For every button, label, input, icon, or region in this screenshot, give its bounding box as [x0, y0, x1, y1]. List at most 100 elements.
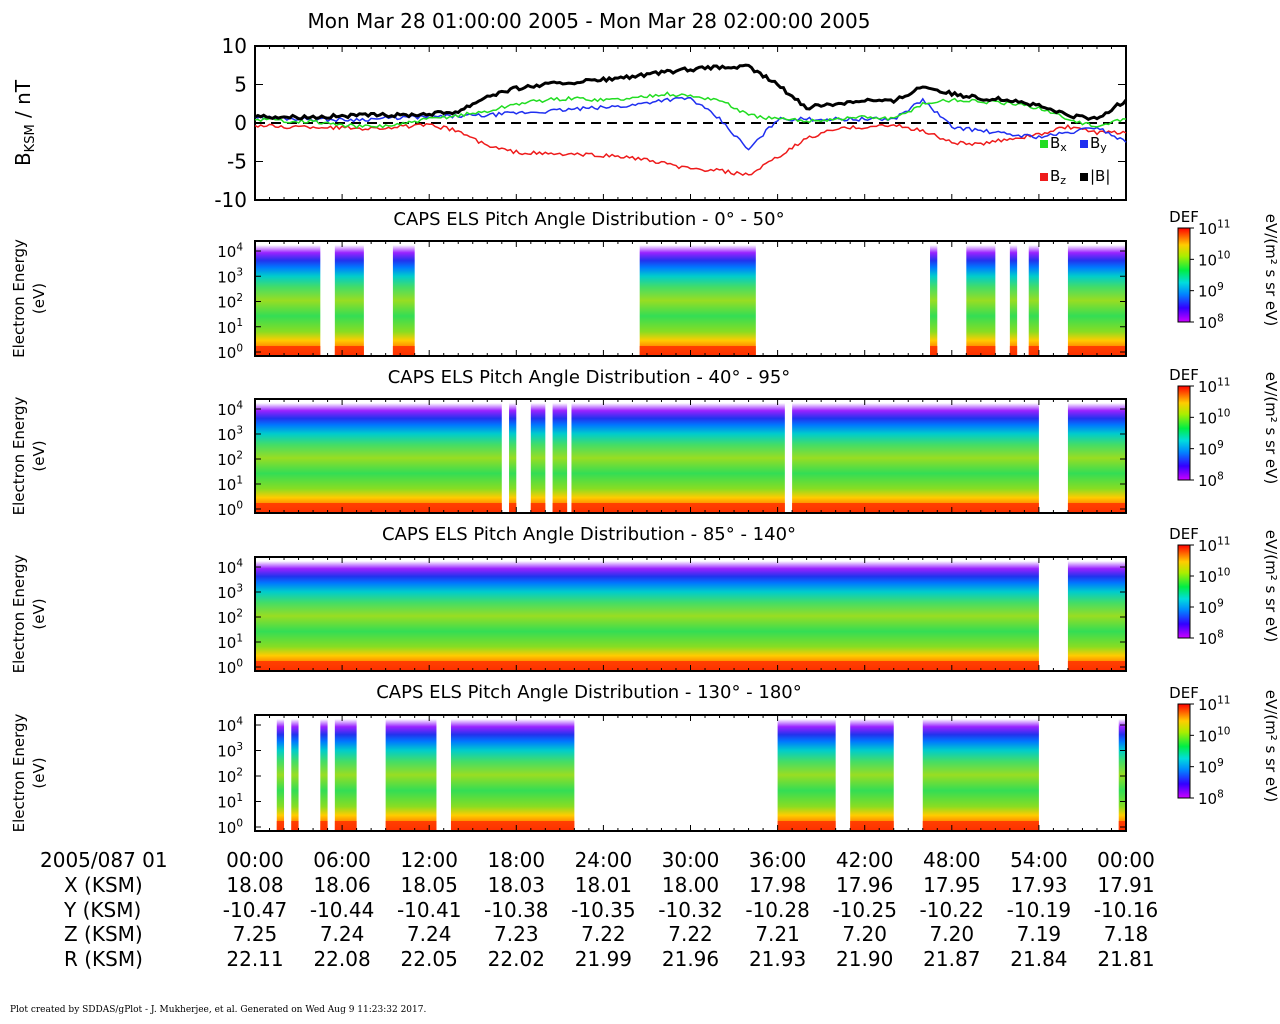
data-coverage-block — [530, 403, 546, 513]
low-energy-band — [571, 503, 785, 513]
spectrogram-x-ticks — [254, 557, 1127, 671]
time-tick-label: 30:00 — [661, 848, 720, 872]
data-coverage-block — [509, 403, 517, 513]
legend-swatch-bmag — [1080, 173, 1088, 181]
ephemeris-value: 22.11 — [226, 946, 284, 971]
legend-label-bmag: |B| — [1090, 167, 1110, 185]
ephemeris-value: 7.20 — [842, 922, 887, 946]
data-coverage-block — [552, 403, 568, 513]
colorbar-tick-label: 108 — [1198, 312, 1224, 332]
colorbar-label: DEF — [1169, 684, 1199, 702]
low-energy-band — [1067, 346, 1126, 356]
colorbar-tick-label: 1011 — [1198, 376, 1230, 396]
low-energy-band — [385, 821, 437, 831]
low-energy-band — [255, 503, 502, 513]
ephemeris-row-label: Z (KSM) — [64, 922, 143, 946]
series-line-bmag — [254, 63, 1128, 121]
low-energy-band — [291, 821, 299, 831]
energy-tick-label: 101 — [217, 317, 243, 337]
energy-tick-label: 103 — [217, 741, 243, 761]
spectrogram-x-ticks — [254, 241, 1127, 356]
legend-swatch-bx — [1040, 140, 1048, 148]
ephemeris-value: 21.90 — [836, 946, 894, 971]
low-energy-band — [320, 821, 328, 831]
colorbar — [1177, 544, 1191, 639]
time-axis-header: 2005/087 01 — [40, 848, 168, 872]
colorbar-label: DEF — [1169, 208, 1199, 226]
energy-axis-unit: (eV) — [30, 440, 48, 471]
energy-tick-label: 102 — [217, 449, 243, 469]
energy-axis-unit: (eV) — [30, 598, 48, 629]
data-coverage-block — [1067, 561, 1126, 671]
data-coverage-block — [922, 719, 1039, 831]
ephemeris-value: 7.24 — [406, 922, 452, 946]
spectrogram-panel-4: CAPS ELS Pitch Angle Distribution - 130°… — [10, 682, 1280, 832]
spectrogram-panel-3: CAPS ELS Pitch Angle Distribution - 85° … — [10, 524, 1280, 673]
ephemeris-value: 7.25 — [232, 922, 278, 946]
ephemeris-value: 17.91 — [1097, 873, 1155, 897]
mag-y-label: BKSM / nT — [11, 79, 38, 166]
time-tick-label: 42:00 — [835, 848, 894, 872]
low-energy-band — [1028, 346, 1039, 356]
time-tick-label: 54:00 — [1010, 848, 1068, 872]
energy-tick-label: 104 — [217, 557, 243, 577]
low-energy-band — [334, 821, 357, 831]
low-energy-band — [850, 821, 894, 831]
data-coverage-block — [255, 403, 502, 513]
colorbar-tick-label: 109 — [1198, 757, 1224, 777]
legend-label-bx: Bx — [1050, 134, 1067, 154]
colorbar — [1177, 227, 1191, 323]
spectrogram-title: CAPS ELS Pitch Angle Distribution - 130°… — [376, 682, 802, 703]
low-energy-band — [450, 821, 575, 831]
data-coverage-block — [1118, 719, 1126, 831]
ephemeris-value: 18.03 — [487, 873, 545, 897]
energy-tick-label: 100 — [217, 657, 243, 677]
low-energy-band — [1067, 503, 1126, 513]
ephemeris-value: 21.96 — [661, 946, 720, 971]
energy-tick-label: 100 — [217, 817, 243, 837]
colorbar-tick-label: 109 — [1198, 439, 1224, 459]
mag-y-tick-label: 5 — [234, 73, 247, 97]
ephemeris-value: 21.93 — [748, 946, 807, 971]
low-energy-band — [966, 346, 996, 356]
ephemeris-value: 21.84 — [1010, 946, 1068, 971]
energy-tick-label: 102 — [217, 766, 243, 786]
data-coverage-block — [392, 245, 415, 356]
ephemeris-value: 18.08 — [226, 873, 284, 897]
spectrogram-panel-1: CAPS ELS Pitch Angle Distribution - 0° -… — [10, 208, 1280, 358]
data-coverage-block — [850, 719, 894, 831]
time-tick-label: 36:00 — [748, 848, 807, 872]
colorbar-units: eV/(m² s sr eV) — [1262, 372, 1280, 484]
spectrogram-title: CAPS ELS Pitch Angle Distribution - 40° … — [388, 367, 791, 388]
colorbar-tick-label: 1011 — [1198, 218, 1230, 238]
time-tick-label: 00:00 — [226, 848, 284, 872]
ephemeris-value: -10.19 — [1006, 897, 1072, 922]
low-energy-band — [334, 346, 364, 356]
data-coverage-block — [450, 719, 575, 831]
ephemeris-value: 7.24 — [319, 922, 365, 946]
figure-title: Mon Mar 28 01:00:00 2005 - Mon Mar 28 02… — [308, 9, 871, 33]
ephemeris-value: -10.16 — [1093, 897, 1159, 922]
energy-axis-unit: (eV) — [30, 757, 48, 788]
ephemeris-value: 7.22 — [581, 922, 626, 946]
mag-y-tick-label: -5 — [227, 150, 247, 174]
data-coverage-block — [334, 245, 364, 356]
ephemeris-value: -10.25 — [832, 897, 897, 922]
ephemeris-value: 18.05 — [400, 873, 458, 897]
ephemeris-value: -10.32 — [658, 897, 723, 922]
ephemeris-value: -10.28 — [745, 897, 810, 922]
colorbar-tick-label: 108 — [1198, 470, 1224, 490]
data-coverage-block — [1067, 245, 1126, 356]
low-energy-band — [639, 346, 756, 356]
low-energy-band — [552, 503, 568, 513]
low-energy-band — [922, 821, 1039, 831]
time-tick-label: 06:00 — [313, 848, 371, 872]
spectrogram-title: CAPS ELS Pitch Angle Distribution - 0° -… — [393, 209, 784, 230]
colorbar-units: eV/(m² s sr eV) — [1262, 530, 1280, 642]
data-coverage-block — [334, 719, 357, 831]
legend-label-bz: Bz — [1050, 167, 1066, 187]
energy-axis-label: Electron Energy — [10, 239, 28, 358]
data-coverage-block — [276, 719, 285, 831]
ephemeris-value: -10.35 — [571, 897, 636, 922]
